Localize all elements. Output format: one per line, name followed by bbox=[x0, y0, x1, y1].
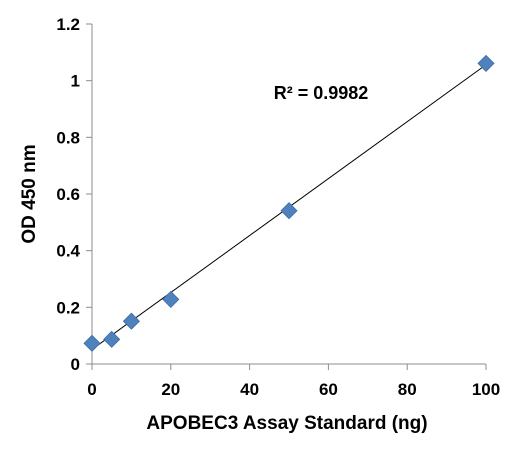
r-squared-annotation: R² = 0.9982 bbox=[274, 83, 369, 103]
data-points-layer bbox=[83, 54, 495, 352]
data-point bbox=[103, 330, 121, 348]
labels-layer: APOBEC3 Assay Standard (ng) OD 450 nm R²… bbox=[19, 83, 428, 434]
y-axis-title: OD 450 nm bbox=[19, 144, 40, 243]
data-point bbox=[122, 312, 140, 330]
data-point bbox=[83, 334, 101, 352]
x-axis-title: APOBEC3 Assay Standard (ng) bbox=[146, 413, 427, 434]
x-tick-label: 100 bbox=[472, 380, 500, 399]
y-tick-label: 0.4 bbox=[56, 242, 80, 261]
x-tick-label: 0 bbox=[87, 380, 96, 399]
x-tick-label: 60 bbox=[319, 380, 338, 399]
x-tick-label: 80 bbox=[398, 380, 417, 399]
data-point bbox=[477, 54, 495, 72]
y-tick-label: 0.6 bbox=[56, 185, 80, 204]
axes-layer: 0 0.2 0.4 0.6 0.8 1 1.2 0 20 40 60 80 100 bbox=[56, 15, 500, 399]
y-tick-label: 1 bbox=[71, 72, 80, 91]
y-tick-label: 0.8 bbox=[56, 128, 80, 147]
x-tick-label: 20 bbox=[161, 380, 180, 399]
data-point bbox=[162, 290, 180, 308]
data-point bbox=[280, 202, 298, 220]
y-tick-label: 0.2 bbox=[56, 298, 80, 317]
y-tick-label: 0 bbox=[71, 355, 80, 374]
x-tick-label: 40 bbox=[240, 380, 259, 399]
y-tick-label: 1.2 bbox=[56, 15, 80, 34]
